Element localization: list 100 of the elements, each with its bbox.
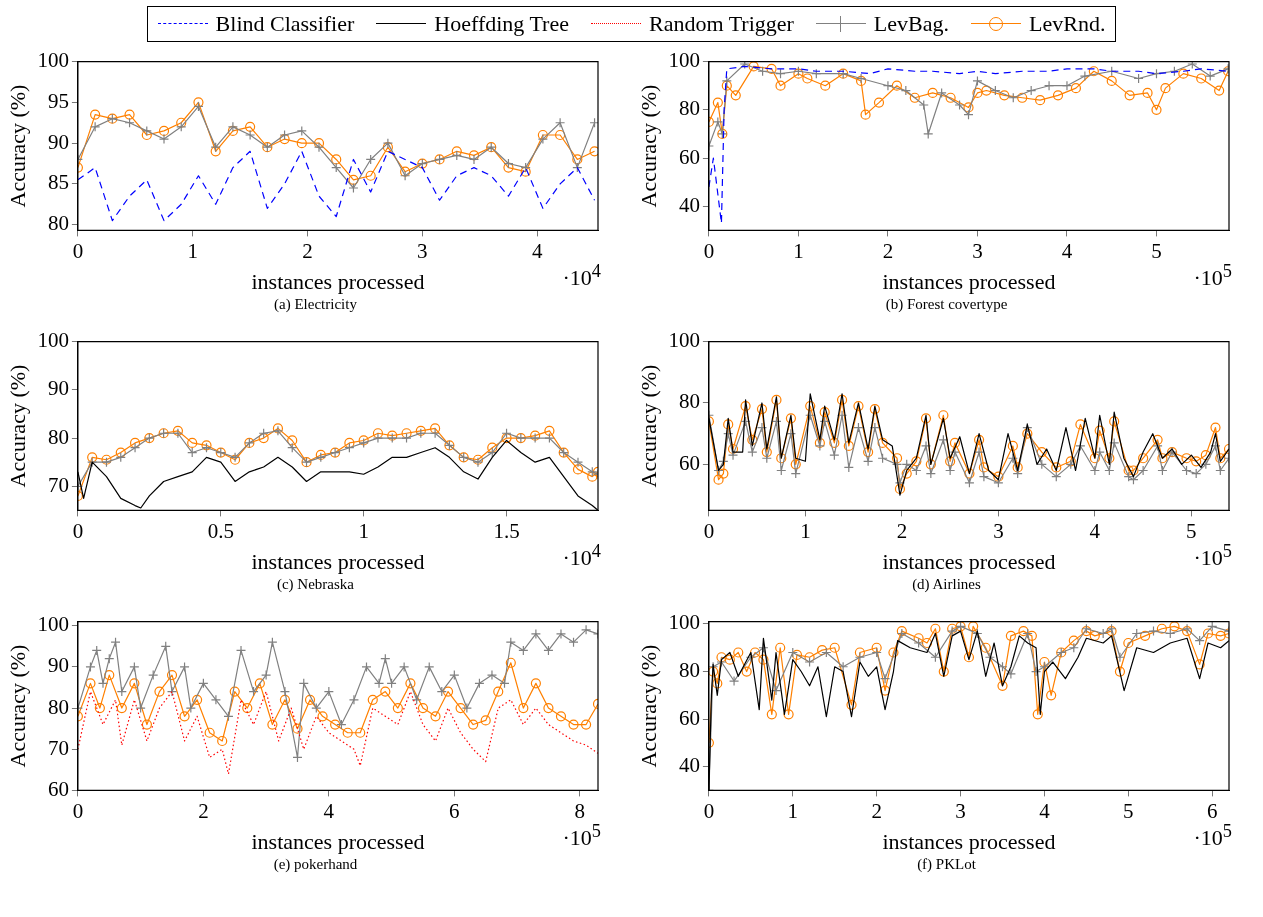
x-tick-label: 1: [800, 518, 811, 543]
point: [176, 117, 187, 128]
point: [761, 446, 772, 458]
point: [1140, 630, 1151, 641]
point: [901, 468, 912, 479]
point: [544, 432, 555, 444]
point: [749, 647, 761, 658]
point: [733, 647, 744, 658]
point: [909, 92, 920, 103]
point: [741, 666, 752, 677]
point: [927, 87, 938, 99]
point: [1210, 440, 1221, 452]
point: [141, 125, 152, 137]
x-tick-label: 4: [1039, 798, 1051, 823]
text: (f) PKLot: [916, 856, 977, 873]
x-tick-label: 8: [574, 798, 586, 823]
point: [1123, 637, 1134, 649]
point: [1138, 453, 1149, 464]
y-axis-title: Accuracy (%): [4, 644, 30, 768]
point: [1046, 690, 1057, 701]
text: ·10$^{5}$: [1193, 821, 1232, 852]
x-tick-label: 1: [187, 238, 198, 263]
point: [227, 121, 238, 132]
point: [365, 170, 376, 181]
point: [1114, 666, 1126, 677]
y-tick-label: 80: [678, 389, 700, 414]
point: [97, 678, 109, 689]
point: [401, 428, 412, 439]
point: [879, 673, 891, 684]
point: [367, 694, 378, 705]
point: [267, 719, 278, 730]
point: [572, 464, 584, 475]
point: [730, 90, 741, 101]
point: [708, 666, 719, 677]
y-tick-label: 80: [47, 424, 69, 449]
point: [712, 116, 723, 127]
y-tick-label: 95: [47, 88, 69, 113]
point: [296, 138, 307, 149]
point: [449, 670, 460, 681]
point: [894, 483, 906, 495]
point: [921, 637, 933, 649]
point: [1032, 709, 1043, 720]
x-tick-label: 2: [882, 238, 894, 263]
point: [863, 446, 874, 458]
point: [154, 686, 165, 697]
point: [417, 702, 429, 714]
point: [1160, 83, 1171, 94]
y-tick-label: 100: [668, 610, 700, 635]
point: [894, 477, 906, 488]
legend-label: LevRnd.: [1029, 11, 1106, 37]
point: [487, 442, 498, 453]
point: [1109, 416, 1120, 427]
point: [568, 719, 579, 730]
point: [972, 75, 983, 86]
x-tick-label: 2: [896, 518, 908, 543]
point: [964, 468, 975, 479]
point: [279, 686, 291, 697]
point: [1215, 630, 1226, 641]
point: [348, 694, 360, 705]
point: [1138, 465, 1149, 476]
point: [804, 656, 815, 668]
point: [468, 154, 480, 165]
point: [949, 446, 961, 458]
point: [997, 680, 1008, 691]
point: [104, 670, 115, 681]
x-axis-title: instances processed: [251, 268, 425, 294]
point: [1181, 453, 1192, 464]
point: [187, 437, 198, 448]
x-tick-label: 1: [793, 238, 804, 263]
point: [94, 702, 105, 714]
point: [461, 702, 472, 714]
point: [148, 670, 159, 681]
point: [1114, 652, 1126, 663]
point: [348, 174, 359, 185]
line-series: [77, 690, 598, 775]
point: [292, 723, 303, 734]
y-tick-label: 100: [37, 48, 69, 73]
point: [382, 142, 393, 153]
point: [372, 432, 384, 444]
point: [342, 727, 353, 738]
point: [424, 661, 435, 672]
point: [920, 440, 932, 452]
point: [973, 434, 985, 445]
text: ·10$^{5}$: [1193, 261, 1232, 292]
x-tick-label: 6: [1206, 798, 1218, 823]
y-tick-label: 60: [47, 776, 69, 801]
point: [1148, 626, 1159, 637]
point: [227, 125, 238, 137]
point: [829, 437, 840, 448]
point: [954, 99, 965, 111]
point: [537, 129, 548, 141]
y-tick-label: 100: [37, 612, 69, 637]
point: [1142, 87, 1153, 99]
point: [468, 150, 480, 161]
point: [756, 422, 768, 433]
point: [1152, 434, 1163, 445]
point: [530, 628, 541, 640]
point: [382, 138, 393, 149]
point: [192, 694, 203, 705]
point: [129, 678, 140, 689]
